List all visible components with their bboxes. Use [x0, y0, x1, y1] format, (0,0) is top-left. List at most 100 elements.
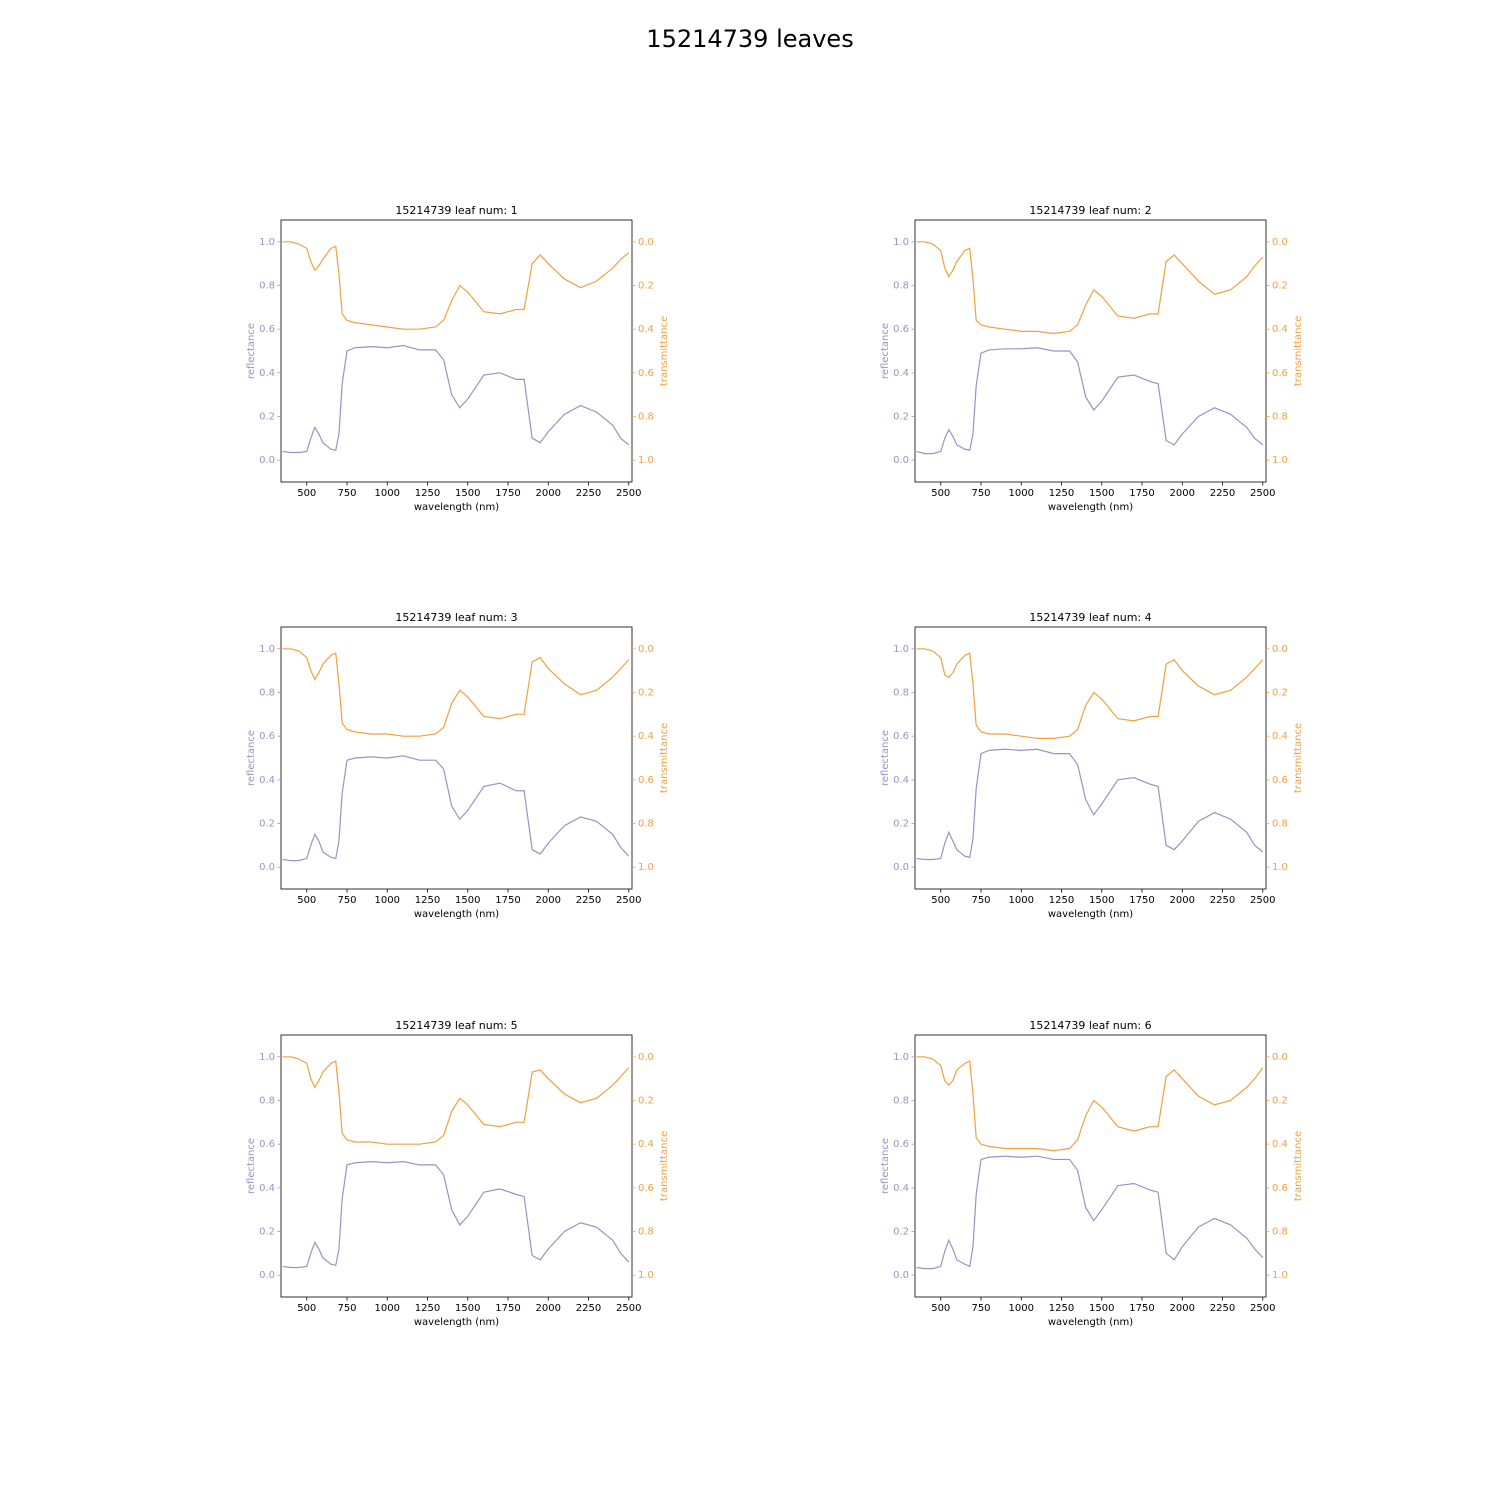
x-axis-label: wavelength (nm)	[414, 1317, 499, 1328]
x-tick-label: 1250	[1049, 895, 1074, 906]
x-tick-label: 1250	[1049, 488, 1074, 499]
series-line	[282, 1161, 630, 1269]
y2-tick-label: 0.6	[638, 775, 654, 786]
y-tick-label: 0.0	[259, 455, 275, 466]
axes-frame	[914, 219, 1267, 483]
y2-tick-label: 0.8	[1272, 1227, 1288, 1238]
axes-frame	[280, 1034, 633, 1298]
x-tick-label: 2500	[1250, 488, 1275, 499]
y-tick-label: 0.4	[259, 368, 275, 379]
y2-tick-label: 0.2	[638, 688, 654, 699]
y-tick-label: 0.2	[893, 1227, 909, 1238]
series-line	[916, 1155, 1264, 1270]
series-line	[282, 241, 630, 330]
y2-tick-label: 0.6	[638, 368, 654, 379]
x-tick-label: 1000	[1009, 488, 1034, 499]
x-tick-label: 2500	[1250, 1303, 1275, 1314]
y-tick-label: 0.6	[893, 731, 909, 742]
x-tick-label: 1250	[415, 1303, 440, 1314]
y2-tick-label: 0.8	[1272, 819, 1288, 830]
y-axis-label: reflectance	[880, 1138, 891, 1194]
axes-frame	[914, 1034, 1267, 1298]
y2-tick-label: 0.0	[638, 237, 654, 248]
y2-tick-label: 1.0	[1272, 862, 1288, 873]
x-tick-label: 2000	[1170, 488, 1195, 499]
y-axis-label: reflectance	[880, 730, 891, 786]
x-tick-label: 1750	[495, 1303, 520, 1314]
y2-tick-label: 0.8	[638, 819, 654, 830]
x-tick-label: 1500	[1089, 895, 1114, 906]
y2-axis-label: transmittance	[1293, 316, 1304, 386]
y2-tick-label: 0.4	[638, 324, 654, 335]
x-tick-label: 750	[971, 488, 990, 499]
y2-tick-label: 0.6	[1272, 368, 1288, 379]
x-tick-label: 1000	[375, 1303, 400, 1314]
x-tick-label: 750	[971, 1303, 990, 1314]
x-tick-label: 1500	[455, 488, 480, 499]
y2-tick-label: 0.0	[1272, 1052, 1288, 1063]
y2-tick-label: 0.6	[1272, 775, 1288, 786]
x-axis-label: wavelength (nm)	[414, 502, 499, 513]
x-tick-label: 1500	[1089, 1303, 1114, 1314]
figure-title: 15214739 leaves	[646, 25, 853, 53]
axes-frame	[280, 626, 633, 890]
y-tick-label: 0.2	[893, 412, 909, 423]
x-tick-label: 750	[337, 895, 356, 906]
x-tick-label: 1000	[1009, 895, 1034, 906]
x-tick-label: 2000	[536, 488, 561, 499]
x-tick-label: 1250	[415, 895, 440, 906]
x-tick-label: 1500	[455, 895, 480, 906]
x-tick-label: 2250	[1210, 488, 1235, 499]
chart-title: 15214739 leaf num: 4	[1029, 611, 1151, 624]
series-line	[916, 347, 1264, 455]
y2-tick-label: 0.4	[1272, 324, 1288, 335]
x-tick-label: 2500	[616, 895, 641, 906]
x-tick-label: 1250	[1049, 1303, 1074, 1314]
chart-title: 15214739 leaf num: 1	[395, 204, 517, 217]
x-tick-label: 1000	[375, 488, 400, 499]
y-tick-label: 0.0	[259, 1270, 275, 1281]
y-tick-label: 0.4	[893, 368, 909, 379]
y-tick-label: 0.6	[259, 731, 275, 742]
x-tick-label: 1000	[1009, 1303, 1034, 1314]
y2-tick-label: 0.2	[638, 281, 654, 292]
y2-tick-label: 0.2	[638, 1096, 654, 1107]
y-axis-label: reflectance	[246, 730, 257, 786]
y2-tick-label: 0.8	[638, 1227, 654, 1238]
x-tick-label: 1500	[1089, 488, 1114, 499]
x-axis-label: wavelength (nm)	[1048, 1317, 1133, 1328]
x-tick-label: 1750	[495, 488, 520, 499]
y-tick-label: 0.8	[259, 688, 275, 699]
chart-title: 15214739 leaf num: 2	[1029, 204, 1151, 217]
series-line	[282, 648, 630, 737]
y2-axis-label: transmittance	[1293, 1131, 1304, 1201]
y-tick-label: 1.0	[893, 237, 909, 248]
y2-tick-label: 0.6	[1272, 1183, 1288, 1194]
series-line	[282, 344, 630, 454]
x-tick-label: 500	[931, 895, 950, 906]
y-tick-label: 0.2	[259, 412, 275, 423]
y-tick-label: 0.4	[893, 1183, 909, 1194]
y-tick-label: 0.2	[259, 1227, 275, 1238]
y-tick-label: 1.0	[893, 1052, 909, 1063]
y2-tick-label: 0.2	[1272, 688, 1288, 699]
y2-tick-label: 1.0	[638, 862, 654, 873]
series-line	[282, 755, 630, 862]
axes-frame	[914, 626, 1267, 890]
x-tick-label: 2250	[1210, 1303, 1235, 1314]
y-tick-label: 0.4	[259, 775, 275, 786]
x-tick-label: 1750	[495, 895, 520, 906]
chart-title: 15214739 leaf num: 3	[395, 611, 517, 624]
series-line	[916, 241, 1264, 335]
y2-tick-label: 0.2	[1272, 281, 1288, 292]
y2-tick-label: 0.4	[638, 731, 654, 742]
y-tick-label: 0.6	[893, 324, 909, 335]
y2-tick-label: 0.6	[638, 1183, 654, 1194]
y-tick-label: 0.8	[259, 281, 275, 292]
x-tick-label: 2000	[536, 1303, 561, 1314]
y2-tick-label: 1.0	[638, 1270, 654, 1281]
x-tick-label: 750	[337, 1303, 356, 1314]
x-axis-label: wavelength (nm)	[1048, 909, 1133, 920]
x-axis-label: wavelength (nm)	[414, 909, 499, 920]
